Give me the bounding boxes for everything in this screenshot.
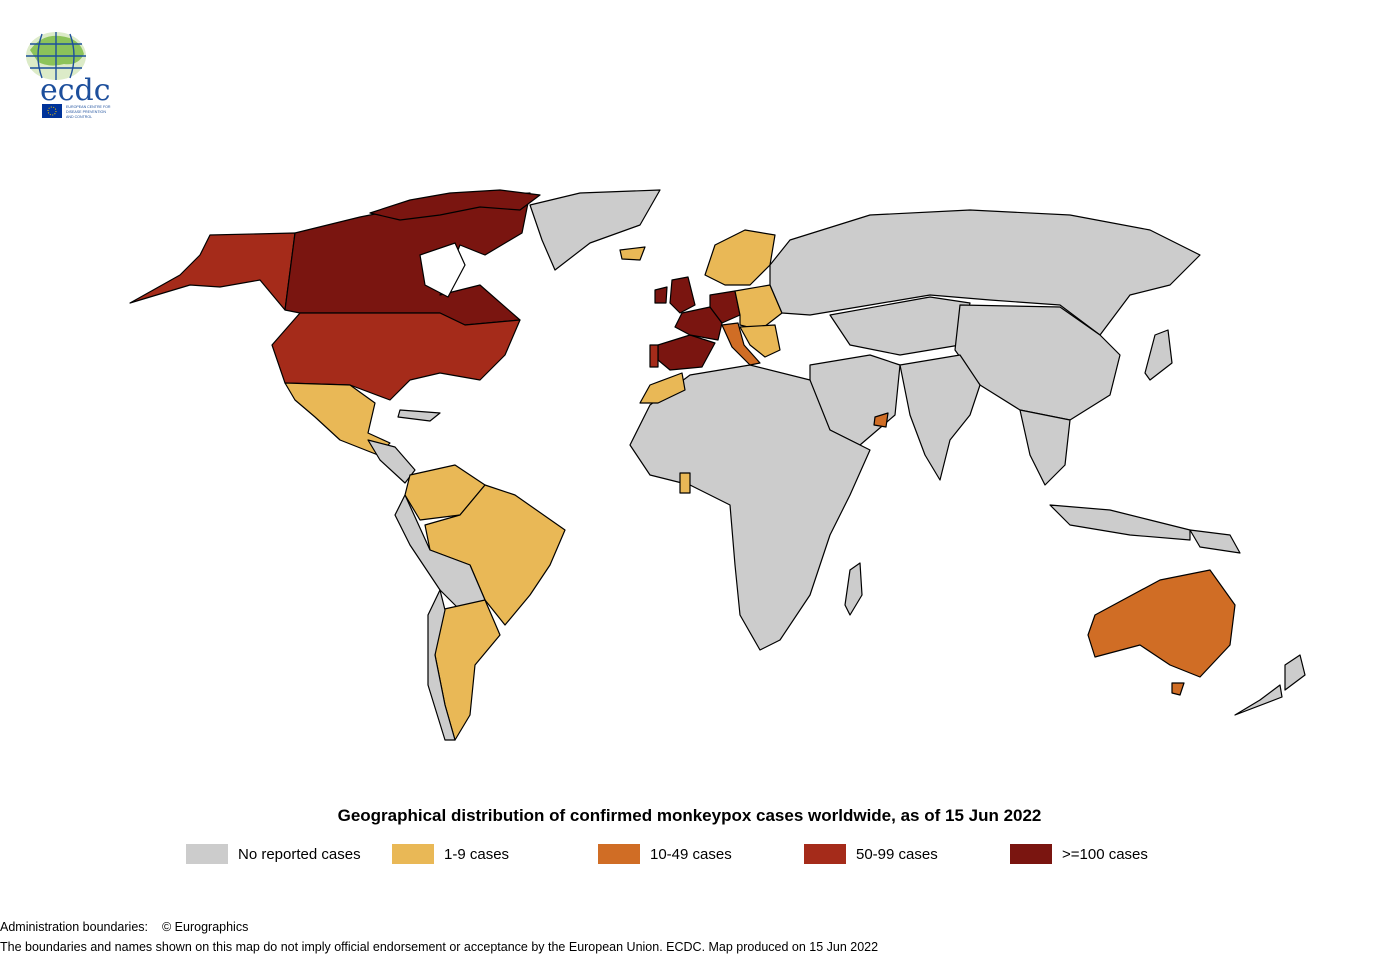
logo-subtitle-3: AND CONTROL	[66, 115, 92, 119]
ecdc-logo: ecdc EUROPEAN CENTRE FOR DISEASE PREVENT…	[20, 28, 130, 122]
legend-item-10-49: 10-49 cases	[598, 843, 732, 865]
region-iceland	[619, 246, 646, 261]
world-map	[110, 185, 1350, 755]
legend-label: 10-49 cases	[650, 845, 732, 863]
admin-boundaries-note: Administration boundaries: © Eurographics	[0, 920, 248, 934]
region-morocco	[639, 372, 686, 404]
legend-label: 50-99 cases	[856, 845, 938, 863]
region-scandinavia	[704, 229, 776, 286]
eu-flag-icon	[42, 104, 62, 118]
region-se-asia	[1019, 409, 1071, 486]
region-tasmania	[1171, 682, 1185, 696]
region-greenland	[529, 189, 661, 271]
region-balkans	[739, 324, 781, 358]
legend-swatch	[804, 844, 846, 864]
legend-item-1-9: 1-9 cases	[392, 843, 509, 865]
legend-label: 1-9 cases	[444, 845, 510, 863]
region-central-america	[367, 439, 416, 484]
legend-item-50-99: 50-99 cases	[804, 843, 938, 865]
region-italy	[721, 322, 761, 366]
region-png	[1189, 529, 1241, 554]
region-uae	[873, 412, 889, 428]
globe-icon	[26, 32, 86, 80]
legend-swatch	[186, 844, 228, 864]
region-alaska	[129, 232, 296, 311]
region-australia	[1087, 569, 1236, 678]
region-germany	[709, 290, 741, 324]
region-russia	[769, 209, 1201, 336]
legend-label: No reported cases	[238, 845, 361, 863]
legend-swatch	[598, 844, 640, 864]
legend-label: >=100 cases	[1062, 845, 1148, 863]
logo-subtitle-2: DISEASE PREVENTION	[66, 110, 106, 114]
legend-swatch	[1010, 844, 1052, 864]
region-spain	[657, 334, 716, 371]
region-new-zealand	[1284, 654, 1306, 691]
admin-label: Administration boundaries:	[0, 920, 148, 934]
legend-item-no-cases: No reported cases	[186, 843, 361, 865]
region-portugal	[649, 344, 659, 368]
region-japan	[1144, 329, 1173, 381]
region-india	[899, 354, 981, 481]
region-brazil	[424, 484, 566, 626]
region-cuba	[397, 409, 441, 422]
legend-item-100-plus: >=100 cases	[1010, 843, 1148, 865]
map-title: Geographical distribution of confirmed m…	[337, 806, 1042, 825]
disclaimer: The boundaries and names shown on this m…	[0, 940, 879, 954]
region-chile	[427, 589, 456, 741]
region-ghana	[679, 472, 691, 494]
region-indonesia	[1049, 504, 1191, 541]
logo-subtitle-1: EUROPEAN CENTRE FOR	[66, 105, 111, 109]
admin-value: © Eurographics	[162, 920, 249, 934]
logo-wordmark: ecdc	[40, 73, 111, 108]
region-madagascar	[844, 562, 863, 616]
region-new-zealand-south	[1234, 684, 1283, 716]
region-uk	[669, 276, 696, 314]
region-ireland	[654, 286, 668, 304]
region-canada-islands	[369, 189, 541, 221]
legend-swatch	[392, 844, 434, 864]
